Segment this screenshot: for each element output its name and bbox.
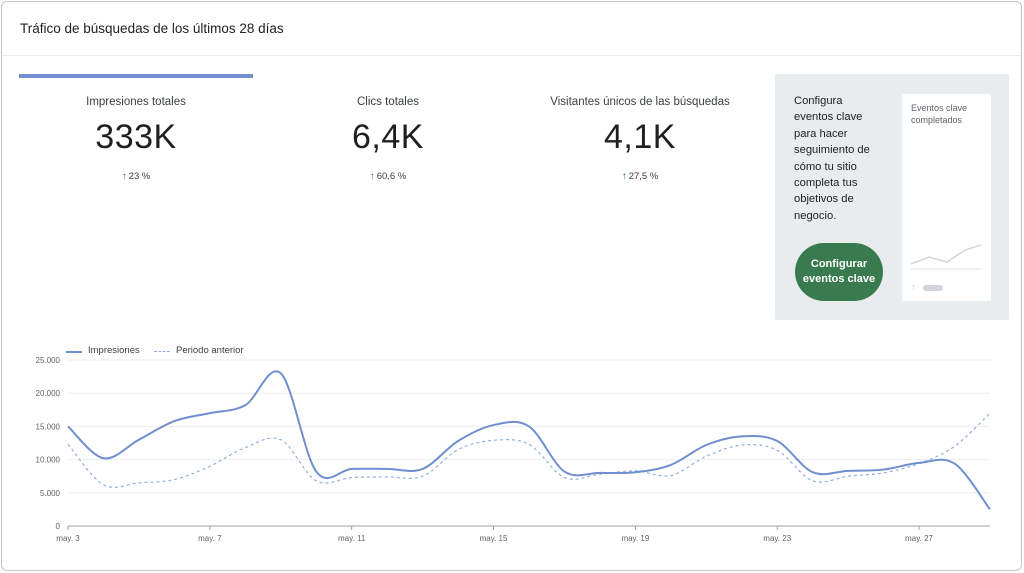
metric-value: 333K xyxy=(95,118,177,156)
arrow-up-icon: ↑ xyxy=(121,171,127,182)
metric-value: 6,4K xyxy=(352,118,424,156)
card-title: Tráfico de búsquedas de los últimos 28 d… xyxy=(20,21,284,36)
series-line-impressions xyxy=(67,370,991,511)
promo-text: Configura eventos clave para hacer segui… xyxy=(794,95,870,222)
y-tick-label: 0 xyxy=(56,522,61,531)
x-tick-label: may. 23 xyxy=(763,534,791,543)
metric-change: ↑ 60,6 % xyxy=(271,171,505,182)
metric-change-value: 60,6 % xyxy=(376,171,407,182)
metric-value: 4,1K xyxy=(604,118,676,156)
card-header: Tráfico de búsquedas de los últimos 28 d… xyxy=(2,2,1021,56)
y-tick-label: 25.000 xyxy=(36,356,61,365)
legend-solid-line xyxy=(66,351,82,353)
arrow-up-icon: ↑ xyxy=(911,282,916,292)
metric-change: ↑ 27,5 % xyxy=(523,171,757,182)
legend-dashed-line xyxy=(154,351,170,352)
x-tick-label: may. 19 xyxy=(621,534,649,543)
key-events-promo: Configura eventos clave para hacer segui… xyxy=(775,74,1009,320)
preview-title: Eventos clave completados xyxy=(911,103,968,125)
y-tick-label: 10.000 xyxy=(36,456,61,465)
metric-label: Clics totales xyxy=(357,96,419,108)
x-tick-label: may. 27 xyxy=(905,534,933,543)
legend-label: Periodo anterior xyxy=(176,345,244,356)
arrow-up-icon: ↑ xyxy=(621,171,627,182)
metric-label: Visitantes únicos de las búsquedas xyxy=(550,96,730,108)
y-tick-label: 5.000 xyxy=(40,489,61,498)
metric-change: ↑ 23 % xyxy=(19,171,253,182)
metric-change-value: 27,5 % xyxy=(628,171,659,182)
x-tick-label: may. 11 xyxy=(338,534,366,543)
x-tick-label: may. 15 xyxy=(480,534,508,543)
y-tick-label: 15.000 xyxy=(36,422,61,431)
placeholder-pill xyxy=(923,285,943,291)
metric-change-value: 23 % xyxy=(128,171,151,182)
metric-label: Impresiones totales xyxy=(86,96,186,108)
key-events-preview-card: Eventos clave completados ↑ xyxy=(902,94,991,301)
metric-tab-unique-visitors[interactable]: Visitantes únicos de las búsquedas 4,1K … xyxy=(523,74,757,194)
x-tick-label: may. 3 xyxy=(56,534,80,543)
configure-key-events-button[interactable]: Configurar eventos clave xyxy=(795,243,883,301)
x-tick-label: may. 7 xyxy=(198,534,222,543)
y-tick-label: 20.000 xyxy=(36,389,61,398)
metric-tab-impressions[interactable]: Impresiones totales 333K ↑ 23 % xyxy=(19,74,253,194)
arrow-up-icon: ↑ xyxy=(369,171,375,182)
legend-label: Impresiones xyxy=(88,345,140,356)
series-line-previous-period xyxy=(67,412,991,488)
metric-tab-clicks[interactable]: Clics totales 6,4K ↑ 60,6 % xyxy=(271,74,505,194)
preview-sparkline xyxy=(910,244,982,270)
